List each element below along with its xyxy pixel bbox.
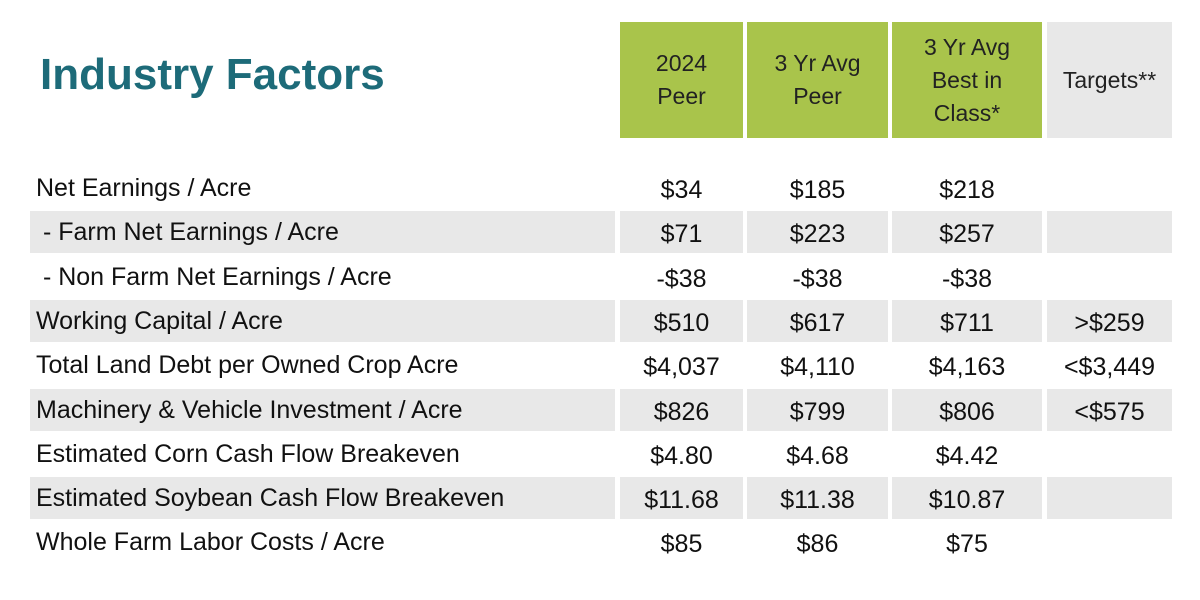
cell-value: $4,110 (780, 353, 855, 382)
header-line: Peer (793, 83, 842, 109)
title: Industry Factors (40, 50, 385, 99)
header-cell: Targets** (1047, 22, 1172, 138)
cell-value: $4.42 (935, 441, 999, 470)
cell-value: -$38 (792, 264, 843, 293)
cell-value: $4.80 (650, 441, 713, 470)
cell-value: $11.68 (644, 486, 719, 515)
header-line: Best in (931, 66, 1003, 93)
cell-value: $218 (939, 176, 995, 204)
cell-value: -$38 (656, 264, 707, 293)
header-line: 3 Yr Avg (774, 50, 861, 76)
header-line: Targets** (1062, 66, 1157, 93)
row-band (30, 211, 615, 254)
row-band (747, 299, 888, 342)
row-label: - Non Farm Net Earnings / Acre (36, 262, 392, 291)
cell-value: $806 (939, 397, 995, 426)
row-band (620, 477, 743, 520)
header-line: 2024 (655, 50, 708, 76)
cell-value: $711 (940, 308, 994, 337)
row-band (1047, 477, 1172, 520)
row-band (892, 211, 1042, 254)
row-band (747, 211, 888, 254)
row-band (892, 299, 1042, 342)
row-label: - Farm Net Earnings / Acre (36, 218, 339, 247)
cell-value: $75 (946, 530, 988, 559)
cell-value: $4,163 (928, 353, 1006, 382)
row-label: Working Capital / Acre (36, 306, 283, 335)
cell-value: $617 (789, 308, 846, 337)
header-line: Peer (657, 83, 706, 109)
header-cell: 3 Yr Avg Best in Class* (892, 22, 1042, 138)
header-cell: 2024 Peer (620, 22, 743, 138)
row-band (747, 477, 888, 520)
row-label: Total Land Debt per Owned Crop Acre (36, 351, 459, 380)
cell-target: <$3,449 (1063, 353, 1156, 382)
row-label: Estimated Corn Cash Flow Breakeven (36, 439, 460, 468)
row-label: Net Earnings / Acre (36, 174, 252, 202)
header-line: 3 Yr Avg (923, 33, 1011, 60)
row-band (620, 388, 743, 431)
row-band (892, 388, 1042, 431)
row-band (30, 299, 615, 342)
cell-value: $4,037 (643, 353, 720, 382)
cell-value: $71 (660, 220, 703, 249)
header-line: Class* (933, 99, 1001, 126)
cell-value: $10.87 (928, 486, 1006, 515)
row-label: Machinery & Vehicle Investment / Acre (36, 395, 463, 424)
cell-value: $257 (939, 220, 995, 249)
header-cell: 3 Yr Avg Peer (747, 22, 888, 138)
row-band (1047, 299, 1172, 342)
cell-target: <$575 (1074, 397, 1145, 426)
row-band (1047, 211, 1172, 254)
cell-value: $223 (789, 220, 846, 249)
row-band (30, 477, 615, 520)
cell-value: $11.38 (780, 486, 855, 515)
cell-value: $34 (660, 176, 703, 204)
cell-value: $85 (660, 530, 703, 559)
row-band (620, 211, 743, 254)
row-label: Estimated Soybean Cash Flow Breakeven (36, 484, 505, 513)
cell-target: >$259 (1074, 308, 1145, 337)
row-band (30, 388, 615, 431)
cell-value: $185 (789, 176, 846, 204)
row-label: Whole Farm Labor Costs / Acre (36, 528, 385, 557)
row-band (1047, 388, 1172, 431)
row-band (620, 299, 743, 342)
cell-value: $4.68 (786, 441, 849, 470)
row-band (747, 388, 888, 431)
cell-value: $826 (653, 397, 710, 426)
cell-value: -$38 (941, 264, 993, 293)
cell-value: $86 (796, 530, 839, 559)
row-band (892, 477, 1042, 520)
cell-value: $799 (789, 397, 846, 426)
cell-value: $510 (653, 308, 710, 337)
